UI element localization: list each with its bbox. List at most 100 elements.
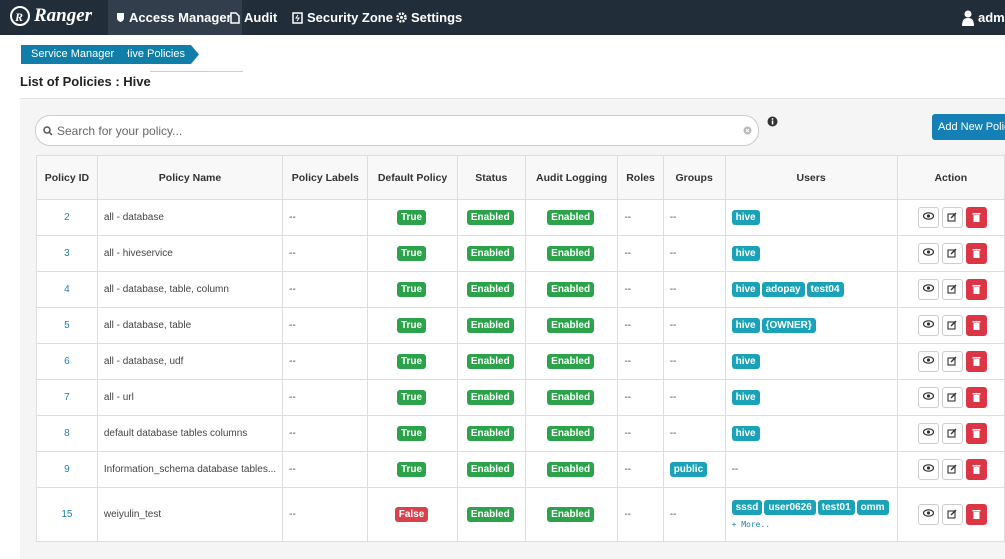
policy-row: 6 all - database, udf -- True Enabled Enabled… — [36, 343, 1005, 380]
default-policy: True — [367, 199, 458, 236]
view-button[interactable] — [917, 243, 939, 264]
placeholder-text: -- — [624, 248, 631, 259]
delete-button[interactable] — [965, 279, 987, 300]
delete-button[interactable] — [965, 423, 987, 444]
policy-name-text: all - hiveservice — [103, 248, 173, 259]
audit-logging: Enabled — [524, 415, 619, 452]
edit-button[interactable] — [941, 315, 963, 336]
groups: -- — [662, 487, 726, 542]
more-link[interactable]: + More.. — [731, 520, 771, 529]
policy-id-link[interactable]: 4 — [64, 284, 70, 295]
delete-button[interactable] — [965, 387, 987, 408]
nav-audit[interactable]: Audit — [222, 0, 287, 35]
user-badge: hive — [731, 390, 760, 405]
delete-button[interactable] — [965, 243, 987, 264]
edit-button[interactable] — [941, 423, 963, 444]
policy-id-link[interactable]: 5 — [64, 320, 70, 331]
audit-logging: Enabled — [524, 451, 619, 488]
add-policy-button[interactable]: Add New Policy — [932, 114, 1005, 140]
delete-button[interactable] — [965, 315, 987, 336]
view-button[interactable] — [917, 387, 939, 408]
breadcrumb-item[interactable]: Service Manager — [21, 45, 128, 64]
policy-table: Policy ID Policy Name Policy Labels Default… — [36, 155, 1005, 542]
users: hive — [724, 235, 898, 272]
icon — [947, 428, 957, 438]
user-badge: hive — [731, 426, 760, 441]
icon — [947, 212, 957, 222]
user-menu[interactable]: admin — [962, 0, 1005, 35]
status-badge: Enabled — [466, 426, 514, 441]
actions — [896, 271, 1005, 308]
roles: -- — [617, 343, 664, 380]
delete-button[interactable] — [965, 459, 987, 480]
policy-id-link[interactable]: 2 — [64, 212, 70, 223]
icon — [922, 428, 934, 436]
search-box[interactable]: Search for your policy... — [35, 115, 759, 146]
view-button[interactable] — [917, 423, 939, 444]
view-button[interactable] — [917, 279, 939, 300]
status-badge: Enabled — [466, 462, 514, 477]
view-button[interactable] — [917, 504, 939, 525]
info-icon[interactable] — [767, 116, 778, 127]
policy-id: 4 — [36, 271, 98, 308]
breadcrumb-item[interactable]: Hive Policies — [104, 45, 199, 64]
brand[interactable]: R Ranger — [10, 5, 92, 27]
policy-id-link[interactable]: 6 — [64, 356, 70, 367]
status-badge: Enabled — [466, 507, 514, 522]
policy-id-link[interactable]: 15 — [61, 509, 73, 520]
edit-button[interactable] — [941, 351, 963, 372]
edit-button[interactable] — [941, 279, 963, 300]
nav-security-zone[interactable]: Security Zone — [284, 0, 403, 35]
edit-button[interactable] — [941, 459, 963, 480]
user-badge: hive — [731, 354, 760, 369]
view-button[interactable] — [917, 459, 939, 480]
column-header: Action — [896, 155, 1005, 200]
default-badge: True — [396, 246, 427, 261]
placeholder-text: -- — [289, 320, 296, 331]
users: sssd user0626 test01 omm + More.. — [724, 487, 898, 542]
column-header: Roles — [617, 155, 664, 200]
icon — [972, 321, 981, 330]
default-badge: True — [396, 354, 427, 369]
policy-name: all - database — [96, 199, 284, 236]
icon — [922, 392, 934, 400]
edit-button[interactable] — [941, 504, 963, 525]
default-policy: True — [367, 235, 458, 272]
users: hive — [724, 415, 898, 452]
policy-row: 4 all - database, table, column -- True Enab… — [36, 271, 1005, 308]
policy-id: 6 — [36, 343, 98, 380]
delete-button[interactable] — [965, 207, 987, 228]
policy-id-link[interactable]: 7 — [64, 392, 70, 403]
edit-button[interactable] — [941, 243, 963, 264]
nav-access-manager[interactable]: Access Manager — [108, 0, 242, 35]
delete-button[interactable] — [965, 504, 987, 525]
policy-id: 7 — [36, 379, 98, 416]
edit-button[interactable] — [941, 207, 963, 228]
groups: -- — [662, 379, 726, 416]
policy-id-link[interactable]: 9 — [64, 464, 70, 475]
icon — [947, 509, 957, 519]
delete-button[interactable] — [965, 351, 987, 372]
nav-settings[interactable]: Settings — [388, 0, 472, 35]
edit-button[interactable] — [941, 387, 963, 408]
status: Enabled — [456, 235, 526, 272]
status: Enabled — [456, 415, 526, 452]
icon — [922, 356, 934, 364]
placeholder-text: -- — [669, 392, 677, 403]
view-button[interactable] — [917, 351, 939, 372]
actions — [896, 451, 1005, 488]
policy-labels: -- — [282, 307, 369, 344]
view-button[interactable] — [917, 207, 939, 228]
view-button[interactable] — [917, 315, 939, 336]
policy-name: all - url — [96, 379, 284, 416]
users: hive — [724, 199, 898, 236]
policy-id-link[interactable]: 8 — [64, 428, 70, 439]
user-badge: adopay — [761, 282, 805, 297]
roles: -- — [617, 199, 664, 236]
placeholder-text: -- — [624, 428, 631, 439]
policy-id-link[interactable]: 3 — [64, 248, 70, 259]
user-badge: omm — [856, 500, 889, 515]
icon — [972, 213, 981, 222]
policy-row: 2 all - database -- True Enabled Enabled -- -- h… — [36, 199, 1005, 236]
user-list: hive adopay test04 — [731, 282, 891, 297]
